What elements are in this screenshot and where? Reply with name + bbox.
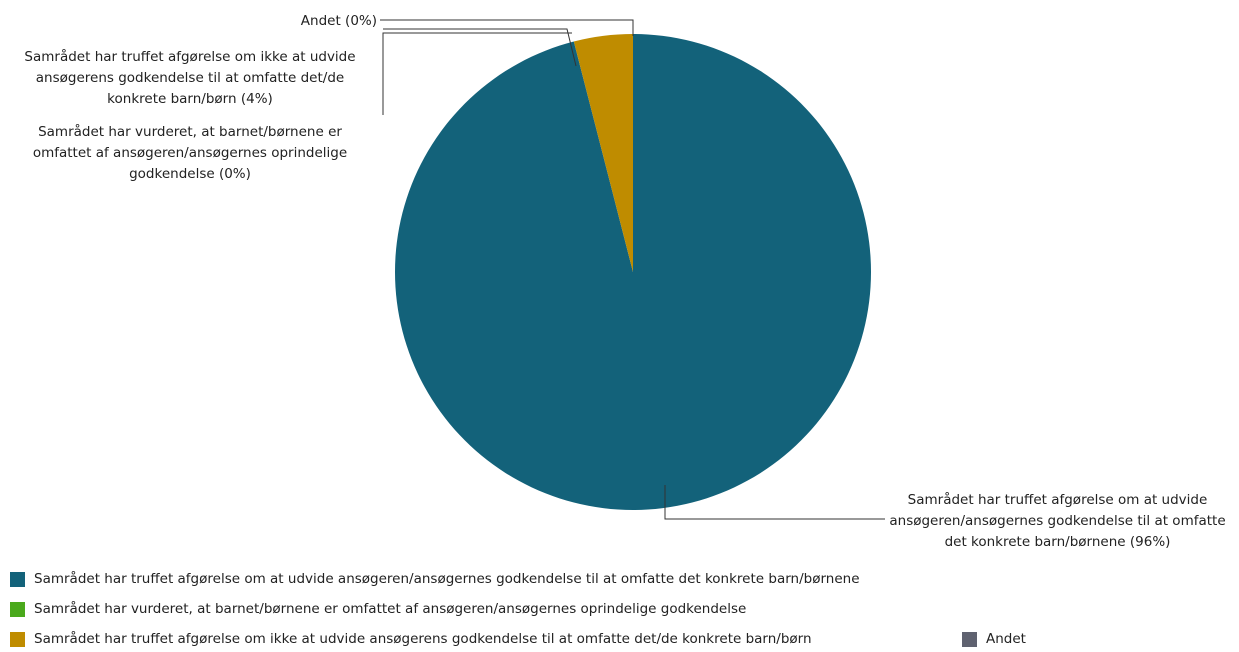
data-label: Samrådet har truffet afgørelse om at udv…	[880, 490, 1235, 553]
legend-label: Samrådet har truffet afgørelse om at udv…	[34, 571, 860, 587]
data-label-value: (0%)	[218, 166, 251, 182]
data-label-value: (0%)	[345, 13, 377, 29]
leader-line	[382, 32, 572, 115]
data-label-name: Andet	[300, 13, 341, 29]
data-label-name: Samrådet har truffet afgørelse om ikke a…	[24, 49, 356, 107]
legend-label: Samrådet har vurderet, at barnet/børnene…	[34, 601, 747, 617]
leader-line	[383, 28, 577, 67]
pie-slice	[395, 34, 872, 510]
data-label-name: Samrådet har vurderet, at barnet/børnene…	[32, 124, 348, 182]
data-label: Samrådet har vurderet, at barnet/børnene…	[15, 122, 365, 185]
leader-line	[380, 19, 634, 36]
legend-item: Andet	[962, 630, 1026, 648]
leader-line	[664, 485, 885, 520]
data-label: Andet (0%)	[180, 11, 377, 32]
legend-item: Samrådet har truffet afgørelse om ikke a…	[10, 630, 812, 648]
legend-swatch	[10, 631, 25, 647]
pie-slice	[573, 34, 633, 272]
data-label-value: (96%)	[1129, 534, 1171, 550]
legend-item: Samrådet har truffet afgørelse om at udv…	[10, 570, 860, 588]
legend-swatch	[962, 631, 977, 647]
legend-swatch	[10, 571, 25, 587]
legend-swatch	[10, 601, 25, 617]
data-label-value: (4%)	[240, 91, 273, 107]
data-label: Samrådet har truffet afgørelse om ikke a…	[15, 47, 365, 110]
legend-label: Andet	[986, 631, 1026, 647]
legend-label: Samrådet har truffet afgørelse om ikke a…	[34, 631, 812, 647]
legend-item: Samrådet har vurderet, at barnet/børnene…	[10, 600, 746, 618]
data-label-name: Samrådet har truffet afgørelse om at udv…	[889, 492, 1226, 550]
